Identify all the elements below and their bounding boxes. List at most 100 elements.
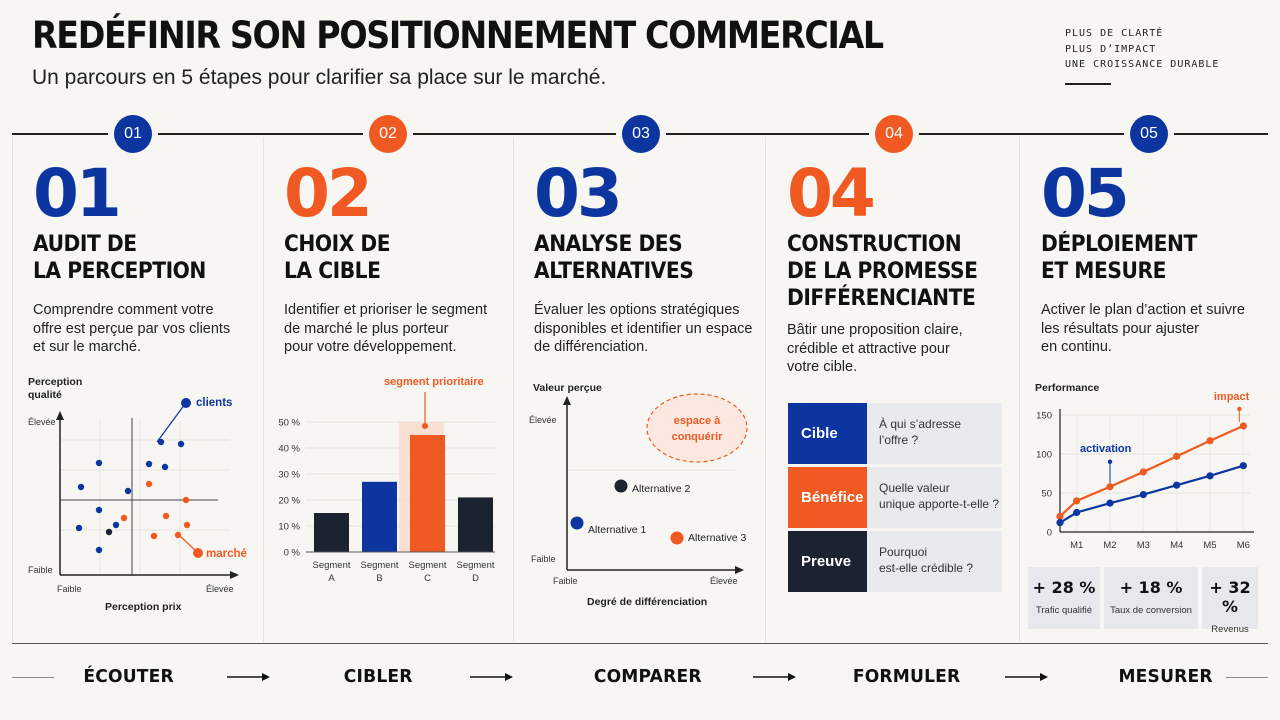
step-badge-05: 05 (1130, 115, 1168, 153)
step-column-02: 02 CHOIX DE LA CIBLE Identifier et prior… (263, 137, 513, 642)
series-point-orange (1106, 483, 1114, 491)
kpi-label: Taux de conversion (1110, 605, 1192, 616)
step-title: CONSTRUCTION DE LA PROMESSE DIFFÉRENCIAN… (787, 232, 978, 311)
page-title: REDÉFINIR SON POSITIONNEMENT COMMERCIAL (32, 14, 884, 57)
tagline-line-1: PLUS DE CLARTÉ (1065, 28, 1164, 39)
series-point-blue (1139, 490, 1147, 499)
x-tick-label: Segment (456, 560, 494, 571)
x-axis-low: Faible (57, 584, 82, 594)
y-tick-label: 10 % (278, 522, 300, 533)
y-axis-title-2: qualité (28, 389, 62, 401)
y-tick-label: 30 % (278, 470, 300, 481)
x-tick-label: M5 (1203, 540, 1216, 551)
y-tick-label: 0 % (284, 548, 301, 559)
x-tick-label: Segment (312, 560, 350, 571)
alternative-2-point (614, 479, 628, 493)
bottom-word-ecouter: ÉCOUTER (83, 666, 174, 687)
bubble-line-1: espace à (674, 415, 721, 427)
arrow-right-icon (1005, 673, 1048, 681)
annotation-dot (422, 423, 428, 429)
step-badge-04: 04 (875, 115, 913, 153)
x-axis-title: Degré de différenciation (587, 596, 707, 608)
bar-segment-a (314, 513, 349, 552)
step-title: DÉPLOIEMENT ET MESURE (1041, 232, 1197, 284)
series-line-orange (1059, 424, 1244, 518)
perception-map: Perception qualité Élevée Faible Faible … (28, 376, 247, 613)
x-tick-label: Segment (408, 560, 446, 571)
alternative-1-label: Alternative 1 (588, 524, 647, 536)
x-tick-label: M4 (1170, 540, 1183, 551)
segment-annotation: segment prioritaire (384, 376, 484, 388)
step-column-03: 03 ANALYSE DES ALTERNATIVES Évaluer les … (513, 137, 765, 642)
x-axis-low: Faible (553, 576, 578, 586)
y-tick-label: 0 (1047, 528, 1052, 539)
series-point-blue (1239, 462, 1247, 470)
x-tick-label: Segment (360, 560, 398, 571)
bottom-word-cibler: CIBLER (343, 666, 413, 687)
bottom-divider (12, 643, 1268, 644)
card-text: Quelle valeur unique apporte-t-elle ? (867, 467, 1002, 528)
kpi-value: + 28 % (1032, 578, 1096, 597)
alternatives-map: Valeur perçue Élevée Faible Faible Élevé… (529, 382, 748, 608)
series-point-orange (1206, 437, 1214, 445)
client-points (75, 438, 185, 554)
step-title: CHOIX DE LA CIBLE (284, 232, 391, 284)
x-tick-label: C (424, 573, 431, 584)
card-text: Pourquoi est-elle crédible ? (867, 531, 1002, 592)
y-axis-title: Valeur perçue (533, 382, 602, 394)
step-title: AUDIT DE LA PERCEPTION (33, 232, 206, 284)
step-description: Activer le plan d’action et suivre les r… (1041, 302, 1245, 355)
x-tick-label: M1 (1070, 540, 1083, 551)
step-title: ANALYSE DES ALTERNATIVES (534, 232, 694, 284)
x-axis-high: Élevée (710, 576, 738, 586)
segment-bar-chart: segment prioritaire 50 % 40 % 30 % 20 % 10 %… (278, 376, 495, 584)
bar-segment-d (458, 497, 493, 552)
annotation-impact: impact (1214, 391, 1250, 403)
card-label: Bénéfice (788, 467, 867, 528)
series-point-orange (1239, 422, 1247, 430)
tagline-line-3: UNE CROISSANCE DURABLE (1065, 59, 1220, 70)
step-description: Comprendre comment votre offre est perçu… (33, 302, 231, 355)
kpi-label: Revenus (1211, 624, 1249, 635)
arrow-right-icon (227, 673, 270, 681)
x-axis-high: Élevée (206, 584, 234, 594)
neutral-point (105, 528, 113, 536)
alternative-1-point (570, 516, 584, 530)
promise-card-cible: Cible À qui s’adresse l’offre ? (788, 403, 1002, 464)
kpi-value: + 32 % (1209, 578, 1251, 616)
tagline-rule (1065, 83, 1111, 85)
kpi-card-conversion: + 18 % Taux de conversion (1104, 567, 1198, 629)
series-point-orange (1139, 468, 1147, 476)
alternative-2-label: Alternative 2 (632, 483, 691, 495)
chart-title: Performance (1035, 382, 1099, 394)
step-description: Bâtir une proposition claire, crédible e… (787, 322, 963, 375)
series-point-blue (1056, 519, 1064, 527)
series-line-blue (1059, 464, 1244, 524)
tagline: PLUS DE CLARTÉ PLUS D’IMPACT UNE CROISSA… (1065, 26, 1219, 73)
y-axis-low: Faible (531, 554, 556, 564)
y-tick-label: 40 % (278, 444, 300, 455)
performance-line-chart: Performance 150 100 50 0 M1 M2 M3 M4 M5 M6 activat… (1035, 382, 1254, 551)
step-badge-02: 02 (369, 115, 407, 153)
x-tick-label: M3 (1137, 540, 1150, 551)
y-axis-high: Élevée (529, 415, 557, 425)
step-number: 03 (534, 155, 623, 232)
series-point-orange (1056, 512, 1064, 520)
x-axis-title: Perception prix (105, 601, 182, 613)
card-text: À qui s’adresse l’offre ? (867, 403, 1002, 464)
annotation-dot (1107, 459, 1113, 464)
promise-card-benefice: Bénéfice Quelle valeur unique apporte-t-… (788, 467, 1002, 528)
arrow-right-icon (753, 673, 796, 681)
tagline-line-2: PLUS D’IMPACT (1065, 43, 1157, 55)
x-tick-label: D (472, 573, 479, 584)
market-points (120, 480, 191, 540)
clients-label: clients (196, 397, 232, 409)
card-label: Cible (788, 403, 867, 464)
arrow-right-icon (470, 673, 513, 681)
series-point-orange (1173, 452, 1181, 460)
promise-cards: Cible À qui s’adresse l’offre ? Bénéfice… (788, 403, 1002, 598)
step-description: Évaluer les options stratégiques disponi… (534, 302, 753, 355)
y-tick-label: 20 % (278, 496, 300, 507)
step-badge-03: 03 (622, 115, 660, 153)
x-tick-label: A (328, 573, 335, 584)
